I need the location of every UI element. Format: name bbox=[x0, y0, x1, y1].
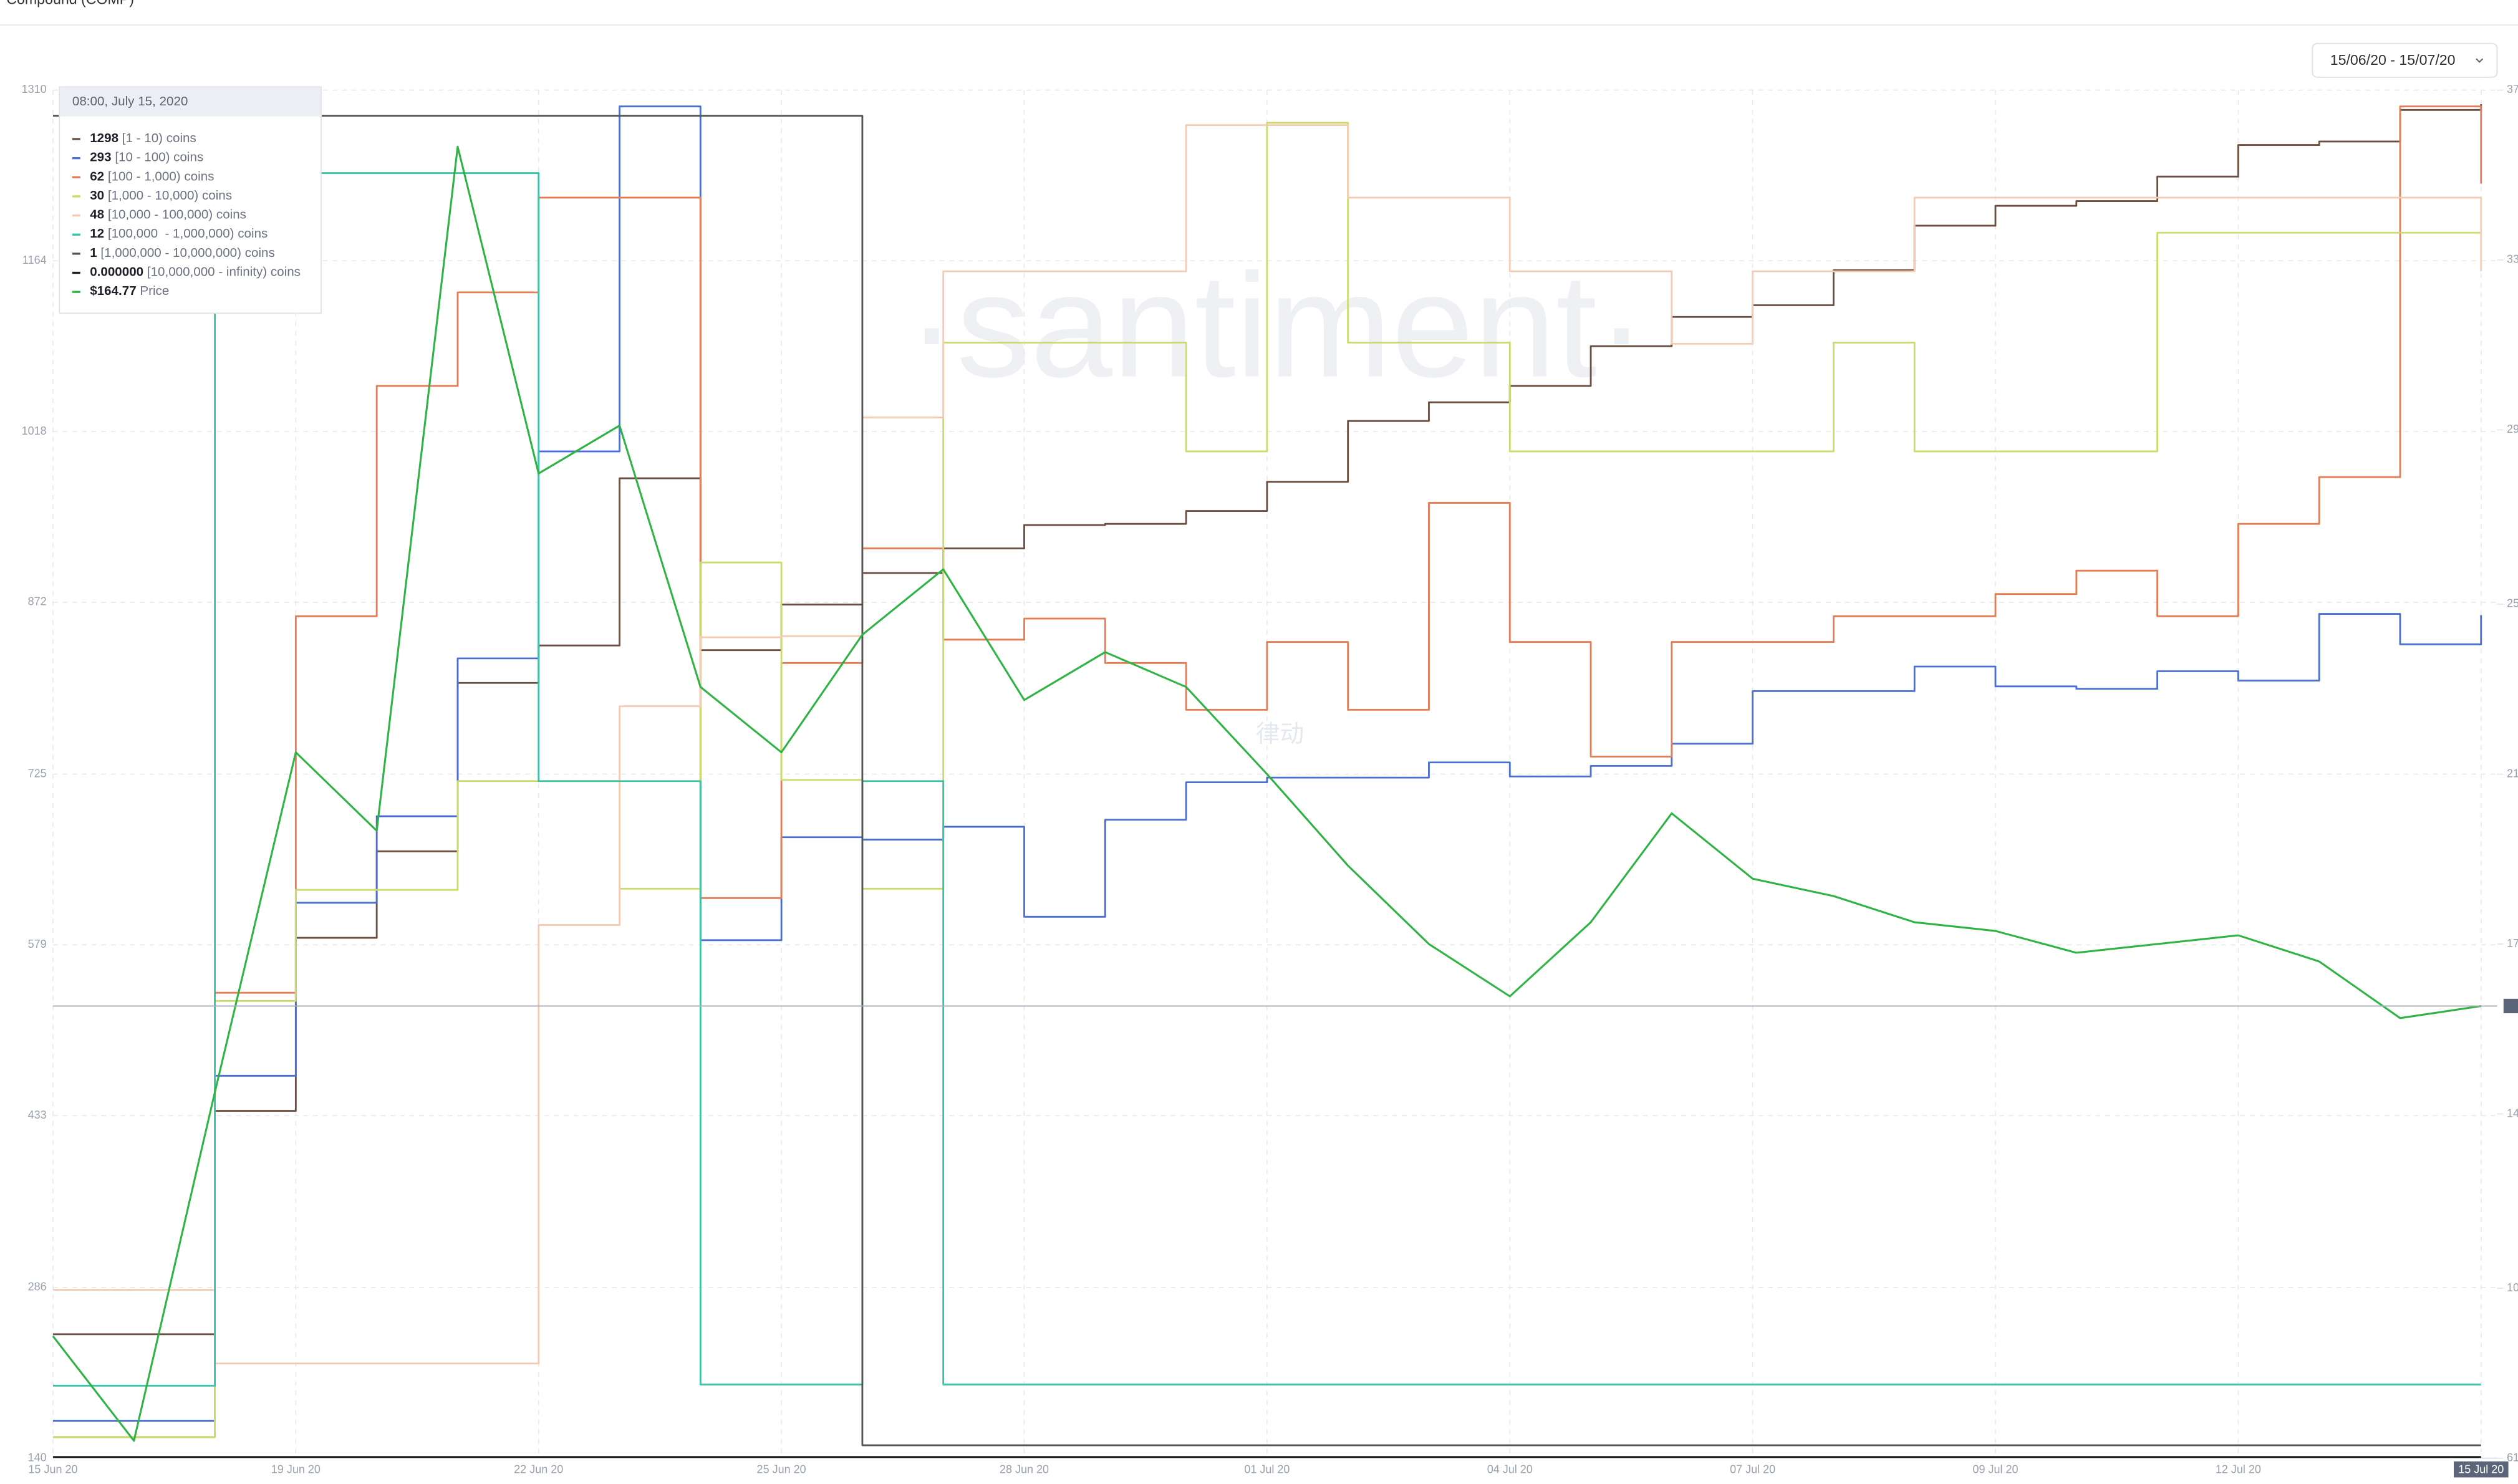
y-tick-label: 725 bbox=[28, 767, 47, 779]
date-range-button[interactable]: 15/06/20 - 15/07/20 bbox=[2312, 42, 2498, 78]
y-tick-label: 140 bbox=[28, 1451, 47, 1463]
legend-entry: 293 [10 - 100) coins bbox=[90, 150, 203, 165]
legend-label: [100 - 1,000) coins bbox=[108, 170, 215, 184]
legend-label: [1,000 - 10,000) coins bbox=[108, 188, 232, 203]
legend-value: $164.77 bbox=[90, 284, 136, 299]
legend-value: 62 bbox=[90, 170, 104, 184]
y2-tick-label: 336 bbox=[2507, 253, 2518, 266]
y-tick-label: 1018 bbox=[22, 425, 47, 437]
legend-entry: 1 [1,000,000 - 10,000,000) coins bbox=[90, 246, 275, 260]
legend-label: [10,000,000 - infinity) coins bbox=[147, 265, 301, 279]
y2-tick-label: 100 bbox=[2507, 1281, 2518, 1294]
legend-value: 1298 bbox=[90, 131, 118, 145]
y2-tick-label: 375 bbox=[2507, 83, 2518, 95]
legend-label: [100,000 - 1,000,000) coins bbox=[108, 227, 268, 241]
y-tick-label: 1310 bbox=[22, 83, 47, 95]
legend-label: [10 - 100) coins bbox=[115, 150, 203, 165]
x-tick-label: 09 Jul 20 bbox=[1972, 1463, 2018, 1476]
date-range: 15/06/20 - 15/07/20 bbox=[2330, 52, 2456, 68]
y2-tick-label: 61 bbox=[2507, 1451, 2518, 1463]
series-line bbox=[52, 124, 2482, 1365]
series-line bbox=[52, 105, 2482, 1438]
tooltip: 08:00, July 15, 2020 1298 [1 - 10) coins 2… bbox=[59, 86, 322, 314]
legend-entry: 30 [1,000 - 10,000) coins bbox=[90, 188, 232, 203]
legend-entry: $164.77 Price bbox=[90, 284, 169, 299]
y-tick-label: 286 bbox=[28, 1281, 47, 1293]
x-tick-label: 25 Jun 20 bbox=[757, 1463, 806, 1476]
page-title: Compound (COMP) bbox=[6, 0, 134, 7]
y2-tick-label: 140 bbox=[2507, 1107, 2518, 1119]
legend-entry: 48 [10,000 - 100,000) coins bbox=[90, 208, 246, 222]
series-line bbox=[52, 172, 2481, 1387]
tooltip-head bbox=[60, 87, 321, 117]
legend-label: [10,000 - 100,000) coins bbox=[108, 208, 246, 222]
x-tick-label: 01 Jul 20 bbox=[1244, 1463, 1290, 1476]
legend-entry: 12 [100,000 - 1,000,000) coins bbox=[90, 227, 268, 241]
legend-value: 30 bbox=[90, 188, 104, 203]
x-tick-label: 28 Jun 20 bbox=[1000, 1463, 1049, 1476]
legend-value: 12 bbox=[90, 227, 104, 241]
x-tick-highlight bbox=[2453, 1461, 2509, 1478]
x-tick-label: 04 Jul 20 bbox=[1487, 1463, 1533, 1476]
watermark: ·santiment· bbox=[907, 244, 1646, 408]
chevron bbox=[2476, 58, 2484, 63]
legend-value: 293 bbox=[90, 150, 111, 165]
series-line bbox=[52, 115, 2481, 1447]
x-tick-label: 12 Jul 20 bbox=[2216, 1463, 2261, 1476]
x-tick-label: 15 Jun 20 bbox=[28, 1463, 77, 1476]
x-tick-label: 19 Jun 20 bbox=[271, 1463, 321, 1476]
legend-entry: 1298 [1 - 10) coins bbox=[90, 131, 196, 145]
legend-entry: 62 [100 - 1,000) coins bbox=[90, 170, 214, 184]
x-tick-label: 15 Jul 20 bbox=[2458, 1463, 2504, 1476]
tooltip-title: 08:00, July 15, 2020 bbox=[72, 94, 188, 108]
legend-value: 1 bbox=[90, 246, 97, 260]
y2-tick-label: 218 bbox=[2507, 767, 2518, 779]
y-tick-label: 433 bbox=[28, 1109, 47, 1121]
legend-label: [1,000,000 - 10,000,000) coins bbox=[100, 246, 274, 260]
tooltip-frame bbox=[59, 86, 322, 314]
x-tick-label: 07 Jul 20 bbox=[1730, 1463, 1775, 1476]
series-line bbox=[52, 122, 2481, 1438]
watermark-cn: 律动 bbox=[1256, 721, 1304, 748]
legend-label: Price bbox=[140, 284, 169, 299]
series-line bbox=[52, 104, 2482, 1336]
y2-tick-label: 297 bbox=[2507, 423, 2518, 435]
y-tick-label: 872 bbox=[28, 595, 47, 608]
legend-label: [1 - 10) coins bbox=[122, 131, 196, 145]
y-tick-label: 579 bbox=[28, 938, 47, 950]
series-line bbox=[52, 105, 2482, 1422]
crosshair-tag bbox=[2503, 998, 2518, 1014]
y-tick-label: 1164 bbox=[22, 254, 47, 266]
legend-value: 0.000000 bbox=[90, 265, 143, 279]
y2-tick-label: 179 bbox=[2507, 937, 2518, 950]
series-line bbox=[52, 145, 2481, 1442]
x-tick-label: 22 Jun 20 bbox=[514, 1463, 563, 1476]
legend-value: 48 bbox=[90, 208, 104, 222]
legend-entry: 0.000000 [10,000,000 - infinity) coins bbox=[90, 265, 301, 279]
button-frame bbox=[2312, 42, 2498, 78]
y2-tick-label: 257 bbox=[2507, 597, 2518, 610]
